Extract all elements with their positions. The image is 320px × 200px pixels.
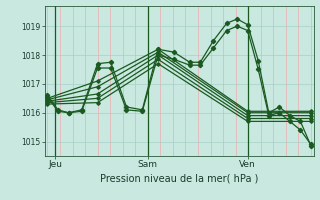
X-axis label: Pression niveau de la mer( hPa ): Pression niveau de la mer( hPa ) [100,173,258,183]
